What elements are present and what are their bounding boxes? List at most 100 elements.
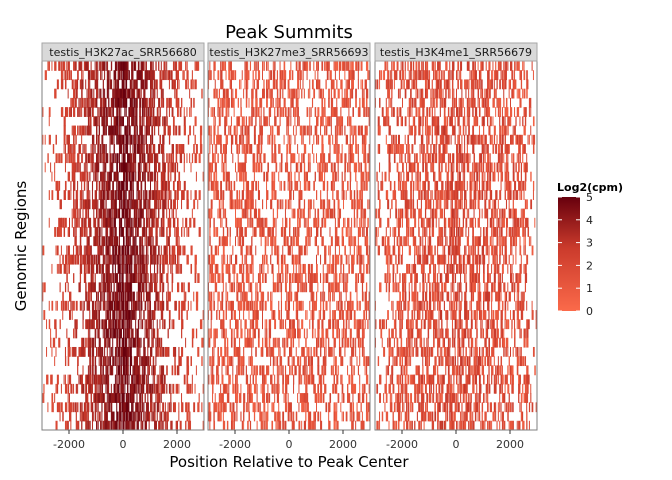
heatmap-cell — [178, 263, 180, 274]
heatmap-cell — [225, 116, 228, 127]
heatmap-cell — [344, 97, 346, 108]
heatmap-cell — [209, 291, 211, 302]
heatmap-cell — [225, 346, 227, 357]
heatmap-cell — [240, 125, 242, 136]
heatmap-cell — [271, 420, 274, 430]
heatmap-cell — [187, 420, 190, 430]
heatmap-cell — [172, 153, 174, 164]
heatmap-cell — [237, 282, 241, 293]
heatmap-cell — [313, 300, 316, 311]
heatmap-cell — [70, 420, 72, 430]
heatmap-cell — [210, 263, 213, 274]
heatmap-cell — [110, 134, 113, 145]
heatmap-cell — [145, 374, 147, 385]
heatmap-cell — [102, 61, 106, 71]
heatmap-cell — [266, 88, 269, 99]
heatmap-cell — [356, 282, 358, 293]
heatmap-cell — [478, 79, 480, 90]
heatmap-cell — [56, 79, 59, 90]
heatmap-cell — [156, 346, 158, 357]
heatmap-cell — [356, 291, 358, 302]
heatmap-cell — [82, 144, 84, 154]
heatmap-cell — [278, 374, 280, 385]
heatmap-cell — [279, 97, 281, 108]
heatmap-cell — [337, 162, 339, 173]
heatmap-cell — [297, 97, 299, 108]
heatmap-cell — [112, 134, 114, 145]
heatmap-cell — [337, 236, 340, 247]
heatmap-cell — [133, 365, 136, 376]
heatmap-cell — [109, 337, 111, 348]
heatmap-cell — [344, 153, 347, 164]
heatmap-cell — [217, 153, 219, 164]
heatmap-cell — [110, 420, 112, 430]
heatmap-cell — [156, 337, 159, 348]
heatmap-cell — [58, 402, 61, 413]
heatmap-cell — [252, 365, 254, 376]
heatmap-cell — [274, 116, 277, 127]
heatmap-cell — [177, 180, 180, 191]
heatmap-cell — [150, 310, 151, 320]
heatmap-cell — [334, 254, 338, 265]
heatmap-cell — [129, 282, 132, 293]
heatmap-cell — [325, 162, 327, 173]
heatmap-cell — [230, 254, 233, 265]
heatmap-cell — [240, 383, 242, 394]
heatmap-cell — [321, 171, 323, 182]
heatmap-cell — [268, 337, 271, 348]
heatmap-cell — [109, 291, 112, 302]
heatmap-cell — [402, 97, 403, 108]
heatmap-cell — [168, 402, 171, 413]
heatmap-cell — [81, 134, 83, 145]
heatmap-cell — [135, 134, 137, 145]
heatmap-cell — [102, 356, 105, 367]
heatmap-cell — [232, 356, 234, 367]
heatmap-cell — [230, 190, 233, 200]
heatmap-cell — [85, 79, 87, 90]
heatmap-cell — [458, 144, 461, 154]
heatmap-cell — [422, 116, 424, 127]
heatmap-cell — [131, 245, 134, 256]
heatmap-cell — [252, 402, 255, 413]
heatmap-cell — [136, 356, 139, 367]
heatmap-cell — [118, 374, 120, 385]
heatmap-cell — [243, 116, 245, 127]
heatmap-cell — [100, 300, 102, 311]
heatmap-cell — [151, 227, 153, 237]
heatmap-cell — [282, 420, 284, 430]
heatmap-cell — [426, 79, 428, 90]
heatmap-cell — [105, 236, 108, 247]
heatmap-cell — [334, 411, 338, 422]
heatmap-cell — [225, 402, 227, 413]
heatmap-cell — [531, 61, 533, 71]
heatmap-cell — [217, 125, 219, 136]
heatmap-cell — [443, 116, 447, 127]
heatmap-cell — [170, 402, 172, 413]
heatmap-cell — [232, 245, 234, 256]
heatmap-cell — [83, 171, 86, 182]
heatmap-cell — [116, 125, 119, 136]
heatmap-cell — [283, 70, 286, 81]
heatmap-cell — [243, 263, 245, 274]
heatmap-cell — [279, 420, 282, 430]
heatmap-cell — [325, 208, 327, 219]
heatmap-cell — [213, 190, 215, 200]
heatmap-cell — [155, 162, 157, 173]
heatmap-cell — [110, 393, 113, 403]
heatmap-cell — [267, 190, 269, 200]
heatmap-cell — [87, 236, 90, 247]
heatmap-cell — [221, 79, 224, 90]
heatmap-cell — [431, 125, 433, 136]
heatmap-cell — [309, 356, 311, 367]
heatmap-cell — [83, 144, 85, 154]
heatmap-cell — [62, 107, 64, 117]
heatmap-cell — [81, 402, 83, 413]
heatmap-cell — [178, 236, 180, 247]
heatmap-cell — [334, 125, 336, 136]
heatmap-cell — [116, 97, 119, 108]
heatmap-cell — [287, 300, 291, 311]
heatmap-cell — [166, 107, 168, 117]
heatmap-cell — [290, 190, 292, 200]
heatmap-cell — [105, 144, 107, 154]
heatmap-cell — [96, 310, 97, 320]
